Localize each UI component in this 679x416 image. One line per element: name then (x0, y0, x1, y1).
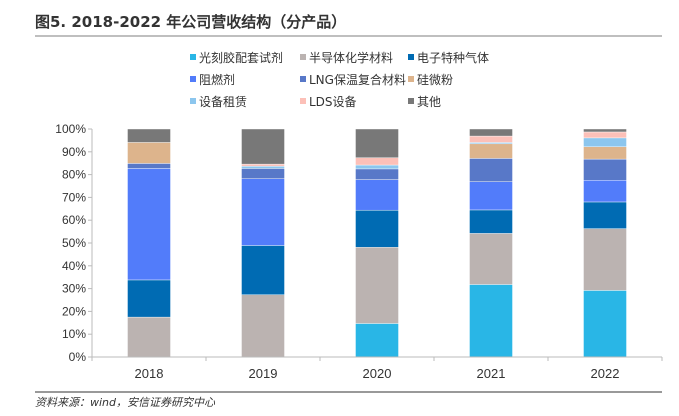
legend-label: LNG保温复合材料 (309, 72, 406, 87)
legend-swatch (408, 98, 414, 104)
bar-segment (583, 158, 627, 181)
bar-segment (469, 135, 513, 143)
y-tick-label: 20% (62, 304, 86, 318)
bar-segment (583, 201, 627, 229)
y-axis: 0% 10% 20% 30% 40% 50% 60% 70% 80% 90% 100% (55, 122, 93, 364)
bar-segment (241, 128, 285, 165)
legend-swatch (190, 54, 196, 60)
legend-label: 阻燃剂 (199, 72, 235, 87)
legend-swatch (300, 98, 306, 104)
y-tick-label: 70% (62, 190, 86, 204)
bar-segment (469, 209, 513, 234)
x-tick-label: 2018 (135, 366, 164, 381)
bar-segment (583, 180, 627, 203)
bar-segment (127, 316, 171, 358)
bar-segment (583, 128, 627, 133)
bar-segment (241, 178, 285, 246)
bar-segment (355, 128, 399, 158)
bar-segment (583, 228, 627, 291)
legend-label: LDS设备 (309, 95, 357, 109)
bar-segment (127, 168, 171, 281)
bar-segment (469, 181, 513, 211)
bar-segment (583, 137, 627, 147)
bar-segment (241, 168, 285, 179)
source-note: 资料来源：wind，安信证券研究中心 (35, 396, 216, 409)
legend-label: 半导体化学材料 (309, 50, 393, 65)
y-tick-label: 80% (62, 168, 86, 182)
bar-segment (355, 157, 399, 166)
legend-swatch (300, 76, 306, 82)
y-tick-label: 0% (69, 350, 87, 364)
bar-segment (127, 279, 171, 318)
y-tick-label: 100% (55, 122, 86, 136)
bar-segment (355, 164, 399, 170)
legend-swatch (300, 54, 306, 60)
bar-segment (469, 284, 513, 358)
legend-swatch (408, 76, 414, 82)
legend-label: 设备租赁 (199, 95, 247, 109)
bar-segment (127, 163, 171, 169)
bar-segment (241, 165, 285, 169)
bar-segment (469, 142, 513, 145)
y-tick-label: 50% (62, 236, 86, 250)
bar-segment (241, 163, 285, 167)
bar-segment (469, 143, 513, 159)
legend-swatch (190, 76, 196, 82)
bar-segment (355, 247, 399, 324)
y-tick-label: 30% (62, 282, 86, 296)
x-tick-label: 2021 (477, 366, 506, 381)
bar-segment (241, 294, 285, 358)
legend-swatch (408, 54, 414, 60)
y-tick-label: 60% (62, 213, 86, 227)
legend-label: 电子特种气体 (417, 50, 489, 65)
y-tick-label: 90% (62, 145, 86, 159)
legend-label: 其他 (417, 95, 441, 109)
x-tick-label: 2022 (591, 366, 620, 381)
legend-swatch (190, 98, 196, 104)
bar-segment (469, 233, 513, 285)
y-tick-label: 10% (62, 327, 86, 341)
legend-label: 光刻胶配套试剂 (199, 50, 283, 65)
bar-segment (583, 290, 627, 358)
bar-segment (127, 128, 171, 143)
chart-title: 图5. 2018-2022 年公司营收结构（分产品） (35, 13, 346, 31)
x-axis: 2018 2019 2020 2021 2022 (91, 356, 663, 381)
bar-segment (469, 128, 513, 137)
x-tick-label: 2019 (249, 366, 278, 381)
bar-segment (355, 179, 399, 211)
bar-segment (355, 209, 399, 248)
bar-segment (355, 323, 399, 358)
legend-label: 硅微粉 (417, 73, 453, 87)
bars (127, 128, 627, 358)
bar-segment (583, 131, 627, 139)
bar-segment (469, 158, 513, 182)
x-tick-label: 2020 (363, 366, 392, 381)
bar-segment (241, 245, 285, 295)
bar-segment (583, 146, 627, 160)
bar-segment (127, 142, 171, 164)
y-tick-label: 40% (62, 259, 86, 273)
bar-segment (355, 168, 399, 180)
